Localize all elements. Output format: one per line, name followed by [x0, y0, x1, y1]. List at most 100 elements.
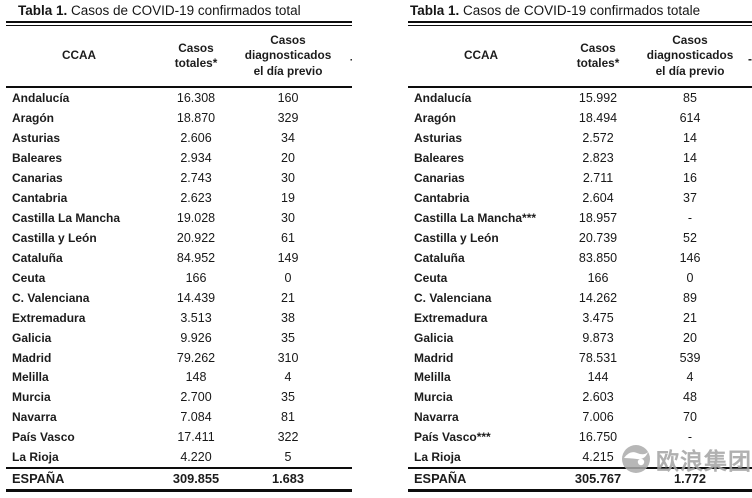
casos-totales-value: 9.873 [582, 330, 614, 345]
ccaa-name: Andalucía [414, 91, 472, 106]
casos-dia-previo-value: 61 [281, 230, 295, 245]
casos-dia-previo-value: 4 [284, 370, 292, 385]
casos-totales-value: 2.934 [180, 151, 212, 166]
ccaa-name: Castilla La Mancha [12, 210, 121, 225]
table-title: Tabla 1. Casos de COVID-19 confirmados t… [408, 0, 752, 21]
table-row: Madrid 78.531 539 [408, 348, 752, 368]
table-row: Castilla La Mancha*** 18.957 - [408, 208, 752, 228]
casos-dia-previo-value: 5 [284, 450, 292, 465]
table-title-label: Tabla 1. [18, 3, 68, 18]
ccaa-name: Aragón [12, 111, 54, 126]
total-casos-totales: 305.767 [574, 471, 622, 487]
ccaa-name: Cataluña [414, 250, 465, 265]
casos-dia-previo-value: 160 [277, 91, 299, 106]
watermark: 欧浪集团 [621, 444, 752, 479]
ccaa-name: La Rioja [414, 450, 461, 465]
table-row: Castilla La Mancha 19.028 30 [6, 208, 352, 228]
ccaa-name: La Rioja [12, 450, 59, 465]
table-row: Cataluña 83.850 146 [408, 248, 752, 268]
table-row: Cataluña 84.952 149 [6, 248, 352, 268]
casos-totales-value: 4.215 [582, 450, 614, 465]
ccaa-name: Ceuta [12, 270, 46, 285]
casos-dia-previo-value: 30 [281, 171, 295, 186]
top-double-rule [6, 21, 352, 26]
casos-dia-previo-value: 20 [683, 330, 697, 345]
table-row: Melilla 148 4 [6, 368, 352, 388]
casos-totales-value: 16.750 [578, 430, 618, 445]
ccaa-name: Aragón [414, 111, 456, 126]
ccaa-name: Castilla y León [414, 230, 499, 245]
ccaa-name: Murcia [414, 390, 453, 405]
casos-dia-previo-value: 146 [679, 250, 701, 265]
casos-totales-value: 20.922 [176, 230, 216, 245]
ccaa-name: Melilla [414, 370, 451, 385]
ccaa-name: Ceuta [414, 270, 448, 285]
casos-dia-previo-value: 85 [683, 91, 697, 106]
casos-dia-previo-value: 35 [281, 390, 295, 405]
table-row: C. Valenciana 14.439 21 [6, 288, 352, 308]
casos-totales-value: 18.494 [578, 111, 618, 126]
ccaa-name: Madrid [414, 350, 454, 365]
casos-totales-value: 2.623 [180, 191, 212, 206]
casos-dia-previo-value: 0 [686, 270, 694, 285]
ccaa-name: C. Valenciana [414, 290, 492, 305]
casos-totales-value: 2.823 [582, 151, 614, 166]
casos-dia-previo-value: 30 [281, 210, 295, 225]
ccaa-name: Asturias [414, 131, 463, 146]
casos-totales-value: 19.028 [176, 210, 216, 225]
column-header-casos-diagnosticados: Casos diagnosticados el día previo [244, 33, 332, 78]
casos-dia-previo-value: 14 [683, 131, 697, 146]
casos-dia-previo-value: 35 [281, 330, 295, 345]
table-row: Murcia 2.700 35 [6, 387, 352, 407]
table-row: Ceuta 166 0 [6, 268, 352, 288]
top-double-rule [408, 21, 752, 26]
ccaa-name: Asturias [12, 131, 61, 146]
casos-dia-previo-value: 19 [281, 191, 295, 206]
ccaa-name: Madrid [12, 350, 52, 365]
ccaa-name: Cantabria [12, 191, 68, 206]
total-casos-totales: 309.855 [172, 471, 220, 487]
casos-dia-previo-value: - [687, 210, 693, 225]
table-row: Cantabria 2.623 19 [6, 188, 352, 208]
casos-dia-previo-value: 14 [683, 151, 697, 166]
table-row: Galicia 9.926 35 [6, 328, 352, 348]
casos-totales-value: 4.220 [180, 450, 212, 465]
clipped-column-fragment: - [350, 52, 352, 67]
total-casos-dia-previo: 1.683 [271, 471, 305, 487]
table-row: Navarra 7.084 81 [6, 407, 352, 427]
table-title: Tabla 1. Casos de COVID-19 confirmados t… [6, 0, 352, 21]
casos-dia-previo-value: 149 [277, 250, 299, 265]
total-casos-dia-previo: 1.772 [673, 471, 707, 487]
casos-dia-previo-value: 70 [683, 410, 697, 425]
table-row: Extremadura 3.513 38 [6, 308, 352, 328]
casos-totales-value: 2.572 [582, 131, 614, 146]
ccaa-name: Canarias [12, 171, 63, 186]
casos-dia-previo-value: 4 [686, 370, 694, 385]
watermark-text: 欧浪集团 [656, 450, 752, 473]
ccaa-name: Baleares [12, 151, 63, 166]
casos-dia-previo-value: 34 [281, 131, 295, 146]
table-row: Andalucía 15.992 85 [408, 88, 752, 108]
casos-totales-value: 17.411 [177, 430, 215, 445]
table-body: Andalucía 15.992 85 Aragón 18.494 614 As… [408, 88, 752, 467]
casos-totales-value: 3.513 [180, 310, 212, 325]
casos-dia-previo-value: 89 [683, 290, 697, 305]
column-header-casos-totales: Casos totales* [576, 40, 620, 70]
casos-dia-previo-value: 0 [284, 270, 292, 285]
table-row: C. Valenciana 14.262 89 [408, 288, 752, 308]
column-header-ccaa: CCAA [463, 48, 499, 63]
casos-dia-previo-value: 322 [277, 430, 299, 445]
table-title-label: Tabla 1. [410, 3, 460, 18]
casos-totales-value: 2.743 [180, 171, 212, 186]
casos-totales-value: 7.084 [180, 410, 212, 425]
casos-totales-value: 148 [185, 370, 207, 385]
casos-totales-value: 9.926 [180, 330, 212, 345]
ccaa-name: Extremadura [414, 310, 488, 325]
ccaa-name: Galicia [414, 330, 454, 345]
table-header-row: CCAA Casos totales* Casos diagnosticados… [408, 26, 752, 86]
casos-dia-previo-value: 310 [277, 350, 299, 365]
table-row: Navarra 7.006 70 [408, 407, 752, 427]
table-row: Galicia 9.873 20 [408, 328, 752, 348]
table-panel-left: Tabla 1. Casos de COVID-19 confirmados t… [6, 0, 352, 498]
ccaa-name: Canarias [414, 171, 465, 186]
